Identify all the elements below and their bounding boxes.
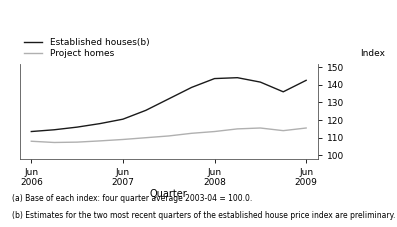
Established houses(b) [166, 98, 171, 100]
Established houses(b) [281, 90, 285, 93]
Project homes [235, 128, 240, 130]
X-axis label: Quarter: Quarter [150, 189, 188, 199]
Established houses(b) [189, 86, 194, 89]
Project homes [258, 127, 263, 129]
Legend: Established houses(b), Project homes: Established houses(b), Project homes [24, 38, 149, 58]
Text: (a) Base of each index: four quarter average 2003-04 = 100.0.: (a) Base of each index: four quarter ave… [12, 194, 252, 203]
Established houses(b) [75, 126, 79, 128]
Project homes [75, 141, 79, 143]
Established houses(b) [143, 109, 148, 112]
Project homes [166, 135, 171, 137]
Established houses(b) [29, 130, 34, 133]
Project homes [29, 140, 34, 143]
Project homes [98, 140, 102, 142]
Project homes [121, 138, 125, 141]
Project homes [143, 136, 148, 139]
Established houses(b) [304, 79, 308, 82]
Established houses(b) [212, 77, 217, 80]
Established houses(b) [258, 81, 263, 84]
Established houses(b) [98, 122, 102, 125]
Line: Established houses(b): Established houses(b) [31, 78, 306, 131]
Established houses(b) [121, 118, 125, 121]
Text: (b) Estimates for the two most recent quarters of the established house price in: (b) Estimates for the two most recent qu… [12, 211, 395, 220]
Project homes [281, 129, 285, 132]
Project homes [52, 141, 57, 144]
Project homes [304, 127, 308, 129]
Project homes [212, 130, 217, 133]
Text: Index: Index [360, 49, 385, 58]
Established houses(b) [235, 76, 240, 79]
Established houses(b) [52, 128, 57, 131]
Line: Project homes: Project homes [31, 128, 306, 143]
Project homes [189, 132, 194, 135]
